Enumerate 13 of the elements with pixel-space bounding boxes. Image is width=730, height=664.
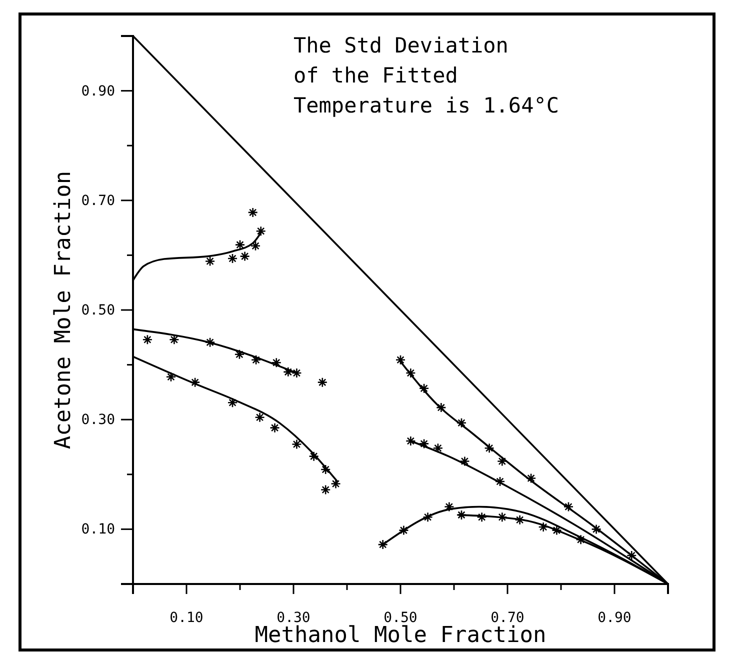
annotation: The Std Deviation of the Fitted Temperature is 1.64°C (294, 33, 560, 118)
x-tick-label: 0.30 (276, 610, 310, 626)
x-axis-title: Methanol Mole Fraction (254, 623, 546, 648)
y-tick-label: 0.10 (81, 522, 115, 538)
x-tick-label: 0.10 (170, 610, 204, 626)
y-tick-label: 0.30 (81, 412, 115, 428)
x-tick-label: 0.70 (490, 610, 524, 626)
y-axis-title: Acetone Mole Fraction (51, 170, 76, 450)
x-tick-label: 0.50 (384, 610, 418, 626)
y-tick-label: 0.70 (81, 192, 115, 209)
y-tick-label: 0.50 (81, 302, 115, 318)
x-tick-label: 0.90 (598, 610, 632, 626)
y-tick-label: 0.90 (81, 83, 115, 100)
